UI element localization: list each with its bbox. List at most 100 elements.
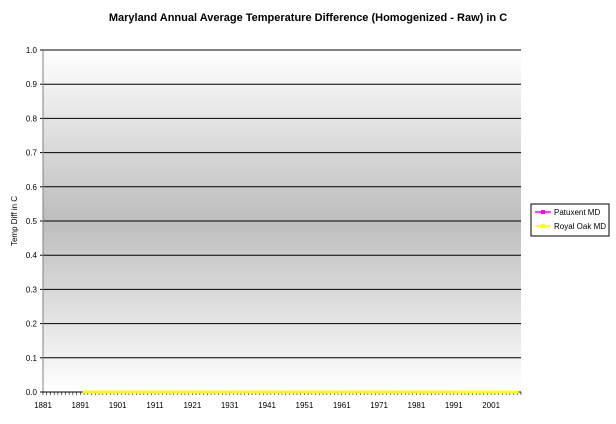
data-point bbox=[187, 390, 191, 394]
data-point bbox=[302, 390, 306, 394]
data-point bbox=[269, 390, 273, 394]
data-point bbox=[157, 390, 161, 394]
data-point bbox=[194, 390, 198, 394]
data-point bbox=[373, 390, 377, 394]
x-tick-label: 1921 bbox=[183, 401, 201, 410]
data-point bbox=[183, 390, 187, 394]
data-point bbox=[205, 390, 209, 394]
data-point bbox=[164, 390, 168, 394]
data-point bbox=[317, 390, 321, 394]
x-tick-label: 1931 bbox=[221, 401, 239, 410]
data-point bbox=[299, 390, 303, 394]
data-point bbox=[280, 390, 284, 394]
data-point bbox=[407, 390, 411, 394]
data-point bbox=[463, 390, 467, 394]
legend-marker bbox=[541, 224, 545, 228]
data-point bbox=[429, 390, 433, 394]
data-point bbox=[314, 390, 318, 394]
data-point bbox=[426, 390, 430, 394]
x-tick-label: 1961 bbox=[333, 401, 351, 410]
data-point bbox=[388, 390, 392, 394]
y-tick-label: 0.0 bbox=[26, 388, 38, 397]
data-point bbox=[190, 390, 194, 394]
data-point bbox=[172, 390, 176, 394]
legend-marker bbox=[541, 210, 545, 214]
data-point bbox=[336, 390, 340, 394]
data-point bbox=[478, 390, 482, 394]
data-point bbox=[220, 390, 224, 394]
data-point bbox=[258, 390, 262, 394]
data-point bbox=[134, 390, 138, 394]
data-point bbox=[168, 390, 172, 394]
data-point bbox=[448, 390, 452, 394]
grid-lines bbox=[43, 49, 521, 359]
data-point bbox=[444, 390, 448, 394]
y-tick-label: 0.8 bbox=[26, 114, 38, 123]
data-point bbox=[138, 390, 142, 394]
data-point bbox=[243, 390, 247, 394]
data-point bbox=[452, 390, 456, 394]
legend-label: Patuxent MD bbox=[554, 208, 600, 217]
y-axis-label: Temp Diff in C bbox=[10, 196, 19, 246]
data-point bbox=[485, 390, 489, 394]
data-point bbox=[343, 390, 347, 394]
data-point bbox=[112, 390, 116, 394]
data-point bbox=[224, 390, 228, 394]
y-tick-label: 0.3 bbox=[26, 285, 38, 294]
data-point bbox=[392, 390, 396, 394]
data-point bbox=[217, 390, 221, 394]
data-point bbox=[418, 390, 422, 394]
data-point bbox=[340, 390, 344, 394]
x-tick-label: 1981 bbox=[408, 401, 426, 410]
data-point bbox=[82, 390, 86, 394]
data-point bbox=[414, 390, 418, 394]
data-point bbox=[512, 390, 516, 394]
data-point bbox=[306, 390, 310, 394]
chart-title: Maryland Annual Average Temperature Diff… bbox=[109, 12, 507, 24]
data-point bbox=[246, 390, 250, 394]
data-point bbox=[351, 390, 355, 394]
x-tick-label: 2001 bbox=[482, 401, 500, 410]
y-tick-label: 0.6 bbox=[26, 183, 38, 192]
data-point bbox=[489, 390, 493, 394]
data-point bbox=[86, 390, 90, 394]
x-tick-labels: 1881 1891 1901 1911 1921 1931 1941 1951 1961 1971… bbox=[34, 401, 500, 410]
data-point bbox=[470, 390, 474, 394]
data-point bbox=[265, 390, 269, 394]
data-point bbox=[254, 390, 258, 394]
data-point bbox=[377, 390, 381, 394]
data-point bbox=[411, 390, 415, 394]
data-point bbox=[385, 390, 389, 394]
data-point bbox=[500, 390, 504, 394]
y-tick-label: 0.7 bbox=[26, 149, 38, 158]
data-point bbox=[467, 390, 471, 394]
data-point bbox=[131, 390, 135, 394]
data-point bbox=[504, 390, 508, 394]
data-point bbox=[493, 390, 497, 394]
data-point bbox=[119, 390, 123, 394]
data-point bbox=[161, 390, 164, 394]
data-point bbox=[93, 390, 97, 394]
data-point bbox=[515, 390, 519, 394]
data-point bbox=[123, 390, 127, 394]
data-point bbox=[213, 390, 217, 394]
data-point bbox=[370, 390, 374, 394]
data-point bbox=[239, 390, 243, 394]
data-point bbox=[209, 390, 213, 394]
data-point bbox=[396, 390, 400, 394]
series-1 bbox=[82, 390, 519, 394]
y-tick-label: 0.9 bbox=[26, 80, 38, 89]
y-tick-labels: 0.0 0.1 0.2 0.3 0.4 0.5 0.6 0.7 0.8 0.9 1.0 bbox=[26, 46, 38, 397]
y-tick-label: 0.4 bbox=[26, 251, 38, 260]
data-point bbox=[381, 390, 385, 394]
x-tick-label: 1901 bbox=[109, 401, 127, 410]
data-point bbox=[362, 390, 366, 394]
data-point bbox=[179, 390, 183, 394]
x-tick-label: 1951 bbox=[296, 401, 314, 410]
data-point bbox=[97, 390, 101, 394]
data-point bbox=[366, 390, 370, 394]
data-point bbox=[101, 390, 105, 394]
x-tick-label: 1991 bbox=[445, 401, 463, 410]
series-lines bbox=[82, 390, 519, 394]
